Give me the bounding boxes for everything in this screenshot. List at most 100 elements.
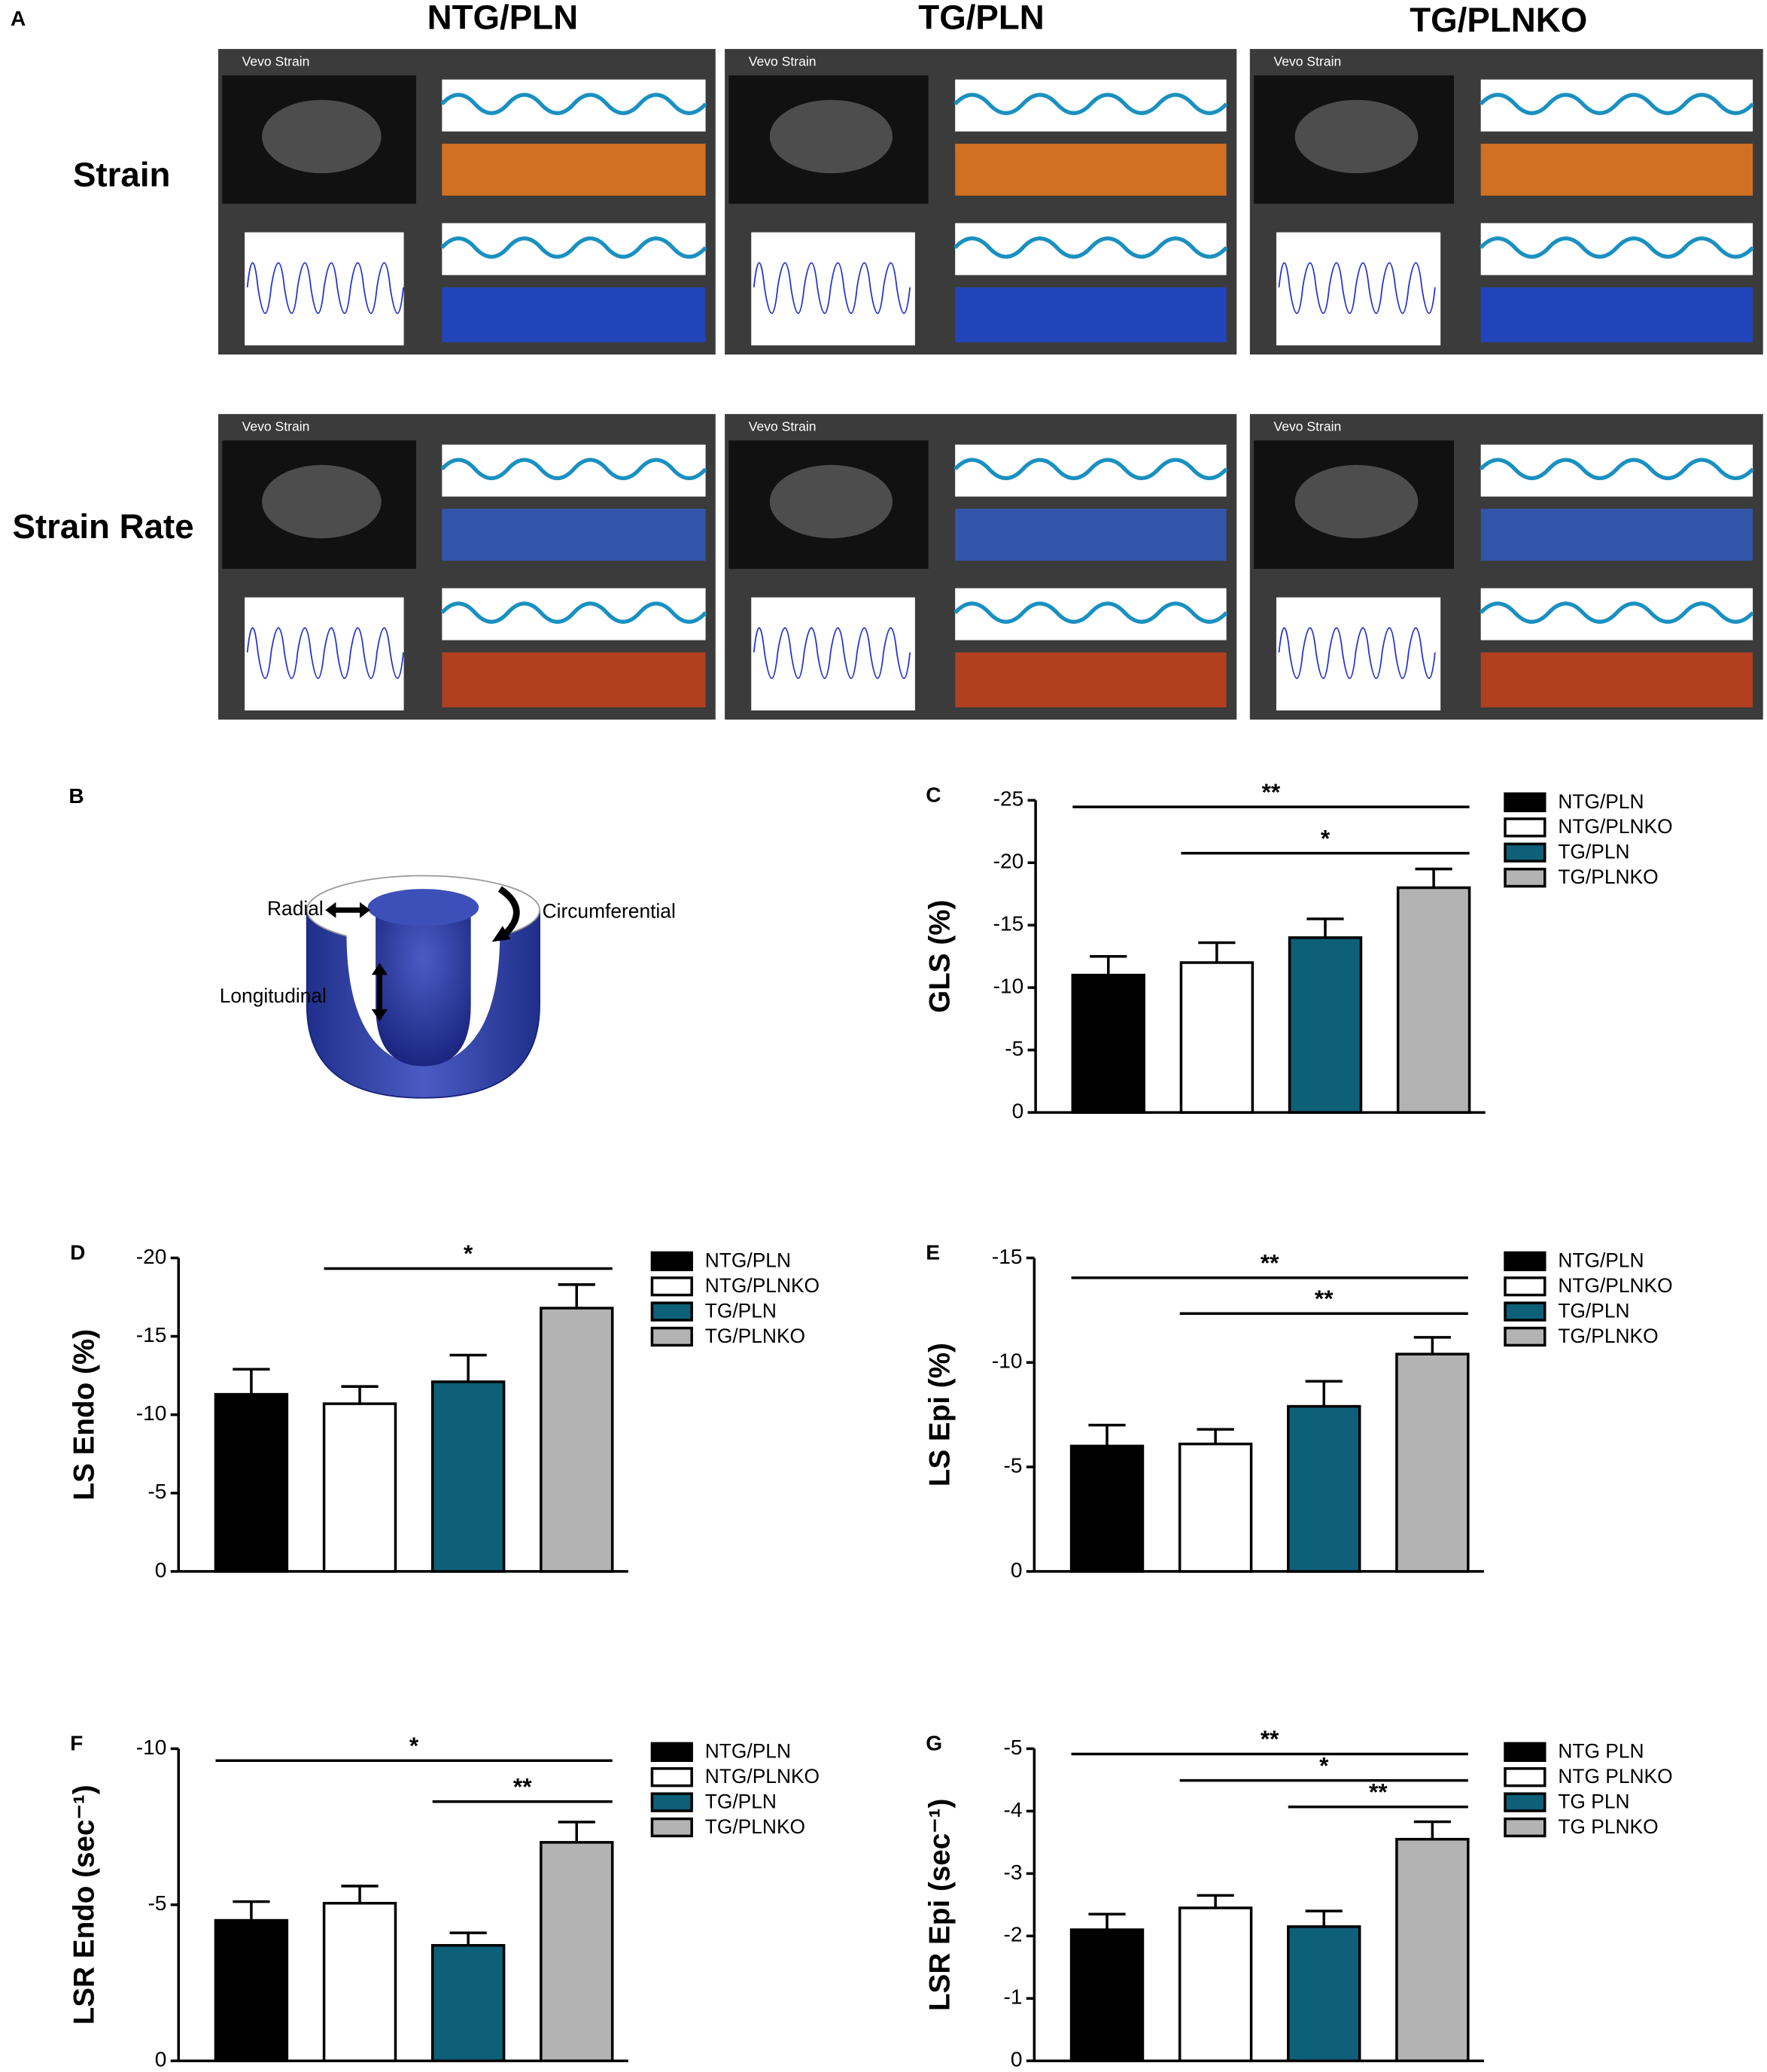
legend-swatch (1504, 1742, 1547, 1763)
legend-label: NTG/PLN (705, 1740, 791, 1763)
legend-label: TG/PLNKO (1558, 1325, 1658, 1347)
strain-plot (955, 652, 1227, 707)
volume-trace (246, 627, 404, 680)
bar (1395, 1837, 1470, 2062)
row-title: Strain (73, 156, 170, 194)
legend-swatch (1504, 1251, 1547, 1271)
y-tick-label: -10 (136, 1401, 167, 1425)
legend-swatch (650, 1742, 693, 1763)
legend-label: NTG/PLN (1558, 1249, 1644, 1272)
legend-swatch (1504, 1276, 1547, 1297)
strain-trace (440, 458, 707, 480)
y-axis-label: LS Endo (%) (68, 1329, 100, 1501)
significance-label: * (409, 1732, 419, 1759)
bar (540, 1841, 614, 2062)
panel-letter: D (70, 1241, 85, 1264)
legend-swatch (1504, 1767, 1547, 1788)
bar (1288, 936, 1363, 1114)
strain-plot (955, 508, 1227, 561)
ultrasound-image (769, 464, 893, 539)
diagram-label: Radial (267, 897, 324, 920)
column-title: TG/PLN (918, 0, 1045, 36)
y-tick-label: -20 (993, 850, 1024, 873)
bar (1287, 1404, 1361, 1573)
y-tick-label: -5 (1005, 1037, 1023, 1060)
ultrasound-image (1294, 464, 1419, 539)
ultrasound-image (1294, 99, 1419, 174)
legend-label: NTG/PLNKO (1558, 815, 1672, 838)
strain-plot (1480, 508, 1753, 561)
legend-swatch (1504, 1326, 1547, 1347)
significance-label: ** (1261, 1725, 1279, 1752)
bar (1396, 886, 1471, 1114)
y-tick-label: 0 (1012, 1100, 1024, 1123)
strain-trace (1479, 458, 1755, 480)
volume-trace (246, 262, 404, 315)
bar (1287, 1925, 1361, 2062)
y-tick-label: -2 (1004, 1923, 1023, 1946)
legend-label: NTG/PLNKO (705, 1274, 820, 1297)
column-title: TG/PLNKO (1410, 1, 1587, 39)
strain-trace (440, 93, 707, 115)
y-tick-label: -4 (1004, 1798, 1023, 1821)
volume-trace (1278, 262, 1436, 315)
legend-swatch (1504, 817, 1547, 838)
strain-plot (1480, 143, 1753, 196)
legend-label: NTG PLNKO (1558, 1765, 1672, 1788)
strain-plot (442, 143, 706, 196)
strain-plot (442, 508, 706, 561)
y-tick-label: -5 (148, 1891, 166, 1915)
software-name: Vevo Strain (749, 418, 817, 434)
legend-label: TG/PLN (1558, 841, 1629, 863)
strain-trace (953, 236, 1228, 259)
legend-swatch (650, 1326, 693, 1347)
strain-plot (1480, 652, 1753, 707)
y-tick-label: -15 (136, 1323, 167, 1346)
column-title: NTG/PLN (427, 0, 579, 36)
strain-plot (442, 287, 706, 342)
legend-label: NTG/PLNKO (705, 1765, 820, 1788)
bar (214, 1918, 289, 2062)
y-tick-label: 0 (155, 2048, 167, 2071)
strain-plot (955, 287, 1227, 342)
row-title: Strain Rate (12, 507, 193, 546)
strain-trace (1479, 93, 1755, 115)
legend-label: TG/PLN (705, 1299, 777, 1322)
legend-label: TG/PLN (1558, 1299, 1629, 1322)
y-axis-label: LSR Endo (sec⁻¹) (68, 1784, 100, 2025)
software-name: Vevo Strain (1273, 53, 1341, 68)
legend-label: NTG PLN (1558, 1740, 1644, 1763)
significance-label: * (1319, 1751, 1329, 1778)
legend-label: TG/PLNKO (705, 1815, 805, 1838)
volume-trace (1278, 627, 1436, 680)
bar (1179, 961, 1255, 1114)
bar (214, 1392, 289, 1573)
ultrasound-image (262, 99, 382, 174)
legend-label: TG/PLN (705, 1790, 777, 1812)
bar (430, 1380, 506, 1573)
software-name: Vevo Strain (242, 418, 310, 434)
y-tick-label: -20 (136, 1245, 167, 1268)
legend-label: TG PLN (1558, 1790, 1629, 1812)
volume-trace (753, 627, 911, 680)
strain-trace (953, 458, 1228, 480)
panel-letter: G (926, 1732, 942, 1755)
legend-label: NTG/PLNKO (1558, 1274, 1672, 1297)
y-tick-label: -5 (1004, 1454, 1023, 1477)
ultrasound-image (262, 464, 382, 539)
y-tick-label: 0 (155, 1558, 167, 1581)
y-tick-label: -10 (993, 975, 1024, 998)
y-tick-label: -3 (1004, 1861, 1023, 1884)
bar (322, 1901, 397, 2062)
diagram-label: Longitudinal (220, 984, 327, 1007)
bar (1178, 1442, 1253, 1573)
bar (540, 1307, 614, 1573)
diagram-label: Circumferential (543, 900, 676, 923)
bar (1178, 1906, 1253, 2062)
screenshots: Vevo Strain Vevo Strain Vevo Strain Vevo St… (217, 49, 1763, 720)
significance-label: ** (1261, 1249, 1279, 1276)
legend-label: TG PLNKO (1558, 1815, 1658, 1838)
bar (1395, 1352, 1470, 1573)
y-tick-label: -10 (992, 1349, 1023, 1373)
